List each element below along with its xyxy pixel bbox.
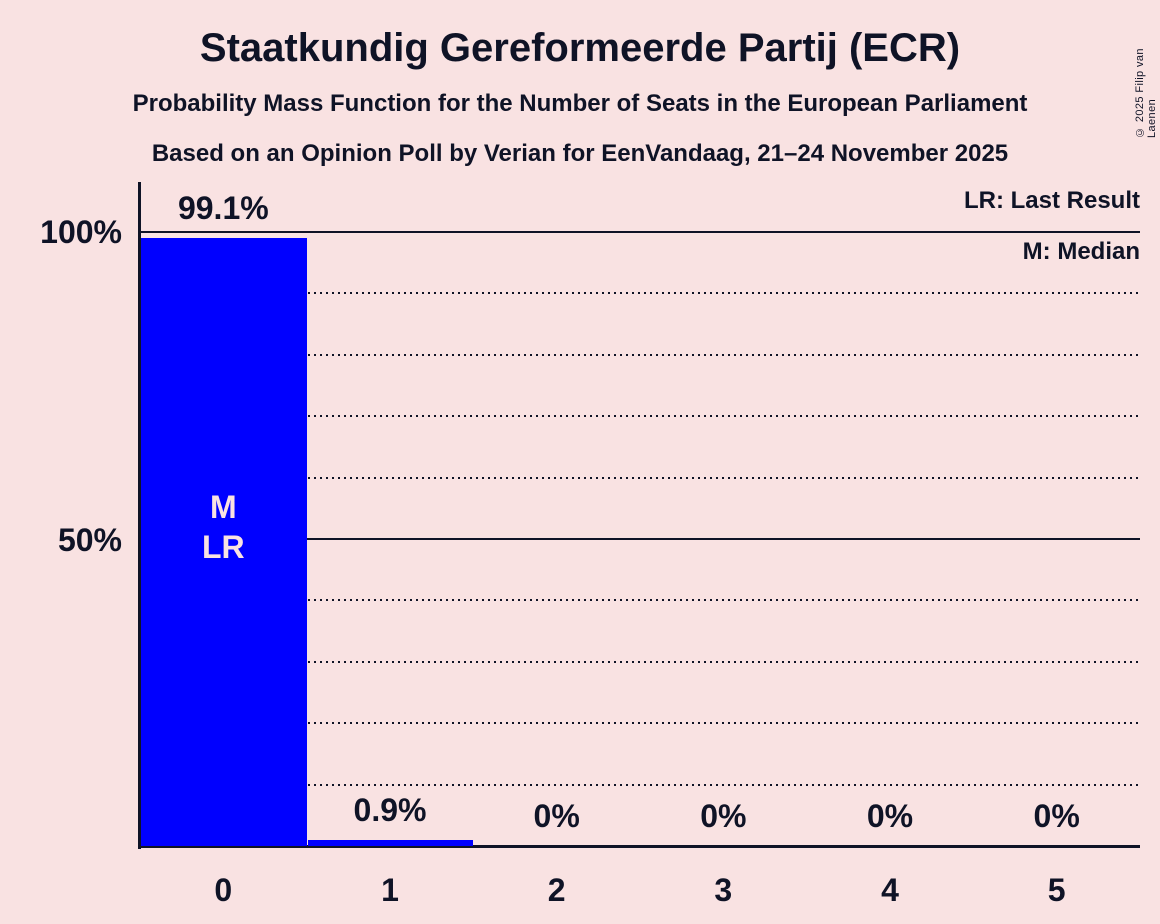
bar-value-label-0: 99.1% <box>177 189 269 226</box>
legend-last-result: LR: Last Result <box>963 187 1140 214</box>
x-axis-line <box>138 845 1140 848</box>
bar-value-label-4: 0% <box>866 798 914 834</box>
gridline-dotted-10pct <box>140 783 1140 786</box>
x-tick-label-0: 0 <box>214 872 233 908</box>
chart-subtitle: Probability Mass Function for the Number… <box>132 90 1028 117</box>
x-tick-label-1: 1 <box>381 872 399 908</box>
bar-value-label-3: 0% <box>700 798 747 834</box>
gridline-dotted-60pct <box>140 476 1140 479</box>
chart-source-line: Based on an Opinion Poll by Verian for E… <box>151 140 1009 167</box>
bar-value-label-5: 0% <box>1033 798 1080 834</box>
gridline-dotted-90pct <box>140 292 1140 295</box>
gridline-solid-100pct <box>140 231 1140 233</box>
gridline-dotted-20pct <box>140 722 1140 725</box>
bar-value-label-2: 0% <box>533 798 580 834</box>
x-tick-label-3: 3 <box>714 872 733 908</box>
bar-seat-0 <box>141 237 307 846</box>
x-tick-label-5: 5 <box>1047 872 1066 908</box>
annotation-line-m: M <box>210 489 237 525</box>
x-tick-label-2: 2 <box>547 872 566 908</box>
gridline-dotted-30pct <box>140 660 1140 663</box>
gridline-dotted-80pct <box>140 353 1140 356</box>
y-axis-label-100: 100% <box>40 214 122 250</box>
gridline-solid-50pct <box>140 538 1140 540</box>
gridline-dotted-70pct <box>140 415 1140 418</box>
y-axis-line <box>138 182 141 849</box>
chart-title: Staatkundig Gereformeerde Partij (ECR) <box>199 26 961 70</box>
copyright-notice: © 2025 Filip van Laenen <box>1134 48 1158 138</box>
bar-annotation-median-last-result: M LR <box>140 487 307 567</box>
bar-value-label-1: 0.9% <box>353 792 427 829</box>
x-tick-label-4: 4 <box>881 872 899 908</box>
gridline-dotted-40pct <box>140 599 1140 602</box>
bar-seat-1 <box>307 840 474 846</box>
annotation-line-lr: LR <box>202 529 245 565</box>
legend-median: M: Median <box>1022 238 1140 265</box>
y-axis-label-50: 50% <box>57 522 122 558</box>
